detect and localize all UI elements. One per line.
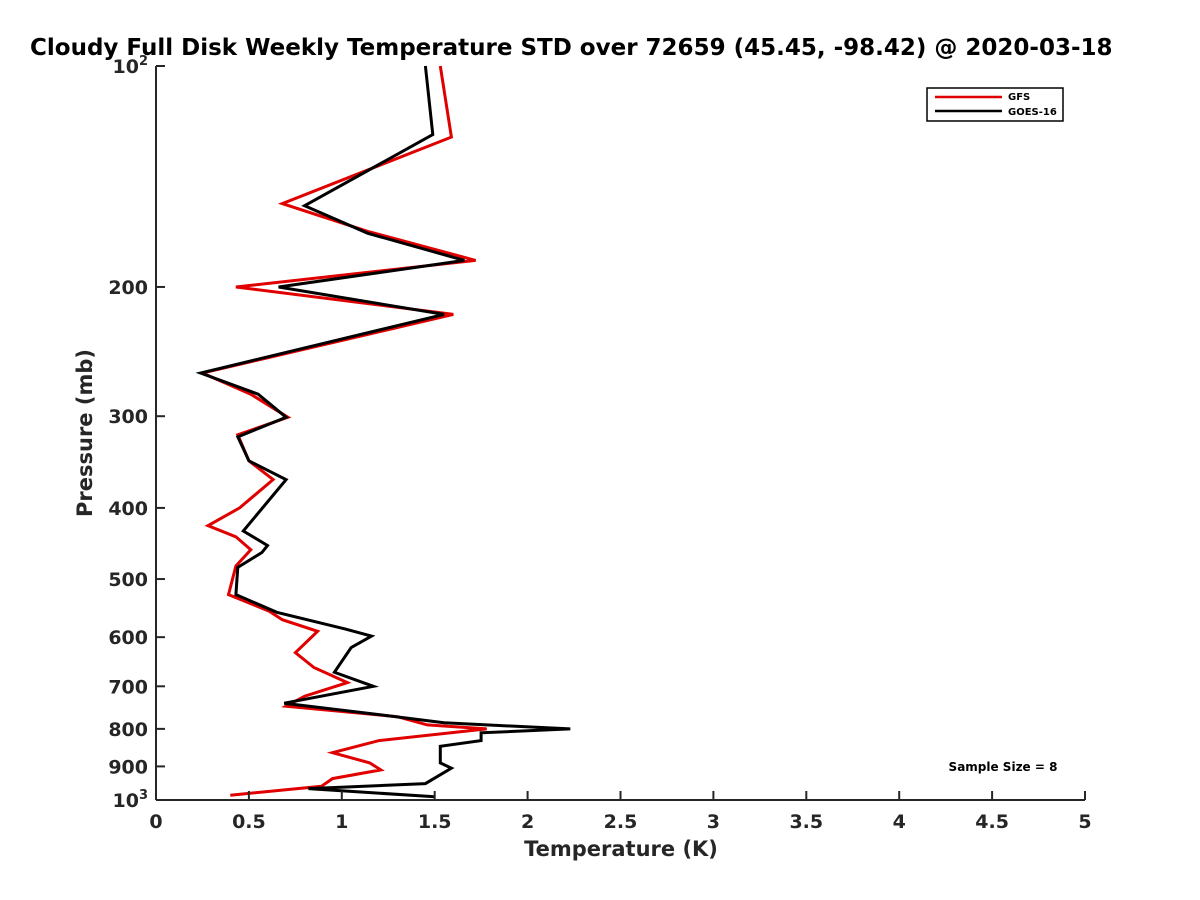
legend-label-goes16: GOES-16 [1008, 107, 1057, 118]
x-tick-label: 2 [521, 811, 534, 833]
series-line-goes-16 [195, 65, 571, 799]
plot-area [195, 65, 571, 799]
x-tick-label: 2.5 [604, 811, 638, 833]
legend-label-gfs: GFS [1008, 92, 1030, 103]
y-tick-label: 200 [108, 277, 148, 299]
y-tick-label: 102 [113, 54, 149, 78]
y-tick-label: 400 [108, 498, 148, 520]
y-tick-label: 103 [113, 788, 149, 812]
chart-title: Cloudy Full Disk Weekly Temperature STD … [30, 35, 1113, 61]
x-tick-label: 0.5 [232, 811, 266, 833]
legend-box [926, 87, 1064, 122]
y-tick-label: 700 [108, 676, 148, 698]
x-tick-label: 1 [335, 811, 348, 833]
y-axis: 102 200 300 400 500 600 700 800 900 103 [108, 54, 165, 812]
y-tick-label: 600 [108, 627, 148, 649]
x-axis: 0 0.5 1 1.5 2 2.5 3 3.5 4 4.5 5 [149, 791, 1092, 833]
legend: GFS GOES-16 [926, 87, 1064, 122]
x-tick-label: 4 [893, 811, 906, 833]
y-tick-label: 800 [108, 719, 148, 741]
x-tick-label: 5 [1078, 811, 1091, 833]
y-tick-label: 500 [108, 569, 148, 591]
x-tick-label: 4.5 [975, 811, 1009, 833]
x-axis-label: Temperature (K) [524, 837, 718, 861]
x-tick-label: 3.5 [789, 811, 823, 833]
x-tick-label: 3 [707, 811, 720, 833]
x-tick-label: 1.5 [418, 811, 452, 833]
y-tick-label: 900 [108, 756, 148, 778]
series-line-gfs [197, 65, 487, 797]
x-tick-label: 0 [149, 811, 162, 833]
sample-size-annotation: Sample Size = 8 [949, 760, 1058, 774]
y-tick-label: 300 [108, 406, 148, 428]
y-axis-label: Pressure (mb) [73, 349, 97, 517]
